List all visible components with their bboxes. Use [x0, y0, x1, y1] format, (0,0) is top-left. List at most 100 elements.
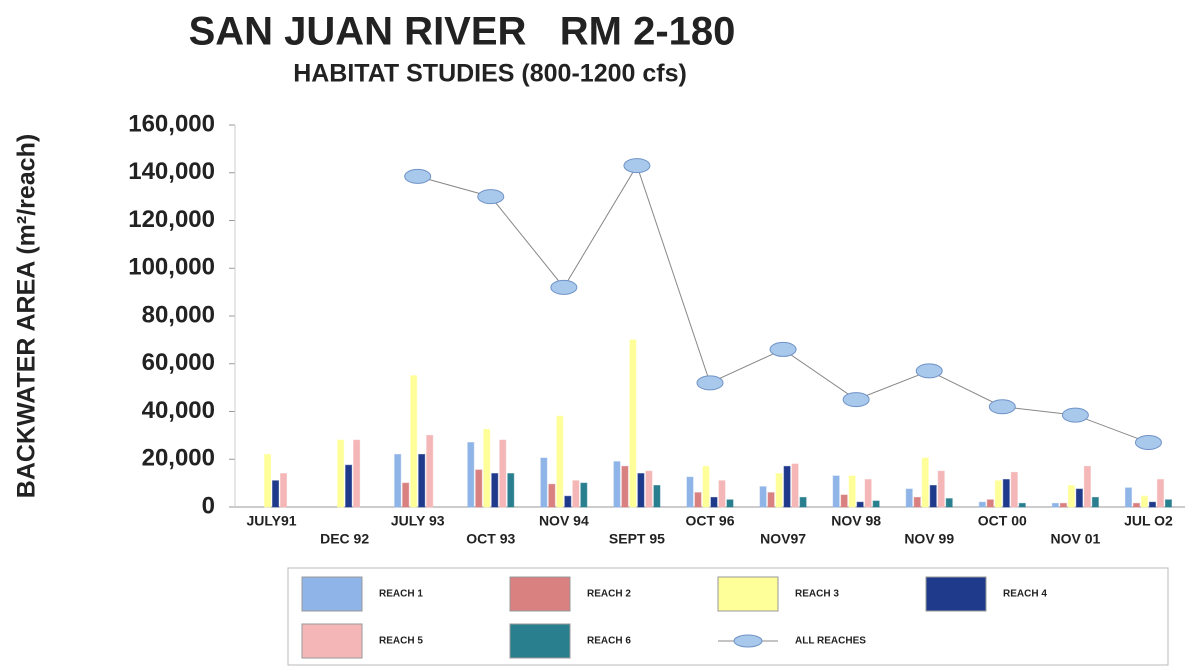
line-marker	[915, 363, 943, 379]
bar	[1018, 502, 1026, 508]
bar	[564, 495, 572, 508]
bar	[840, 494, 848, 508]
bar	[978, 501, 986, 508]
line-marker	[696, 375, 724, 391]
bar	[686, 476, 694, 508]
bar	[1148, 501, 1156, 508]
bar	[483, 428, 491, 508]
y-tick-label: 80,000	[142, 301, 215, 328]
bar	[945, 498, 953, 508]
y-tick-label: 60,000	[142, 349, 215, 376]
bar	[556, 415, 564, 508]
bar	[621, 465, 629, 508]
bar	[410, 375, 418, 508]
bar	[1083, 465, 1091, 508]
bar	[1010, 471, 1018, 508]
bar	[653, 485, 661, 508]
bar	[1164, 499, 1172, 508]
bar	[937, 470, 945, 508]
bar	[986, 499, 994, 508]
legend-swatch	[509, 623, 571, 659]
bar	[272, 480, 280, 508]
bar	[418, 453, 426, 508]
bar	[759, 486, 767, 508]
bar	[426, 434, 434, 508]
legend-label: REACH 1	[379, 589, 423, 600]
x-tick-label: SEPT 95	[609, 531, 665, 547]
bar	[1156, 479, 1164, 508]
bar	[353, 439, 361, 508]
bar	[580, 482, 588, 508]
bar	[921, 457, 929, 508]
line-marker	[1134, 435, 1162, 451]
chart-title: SAN JUAN RIVER RM 2-180	[189, 10, 736, 54]
bar	[791, 463, 799, 508]
y-tick-label: 140,000	[128, 158, 215, 185]
legend-label: REACH 2	[587, 589, 631, 600]
bar	[1091, 496, 1099, 508]
bar	[710, 496, 718, 508]
bar	[540, 457, 548, 508]
bar	[637, 473, 645, 508]
y-tick-label: 20,000	[142, 445, 215, 472]
x-tick-label: JULY91	[246, 513, 296, 529]
bar	[645, 470, 653, 508]
bar	[726, 499, 734, 508]
legend-swatch	[925, 576, 987, 612]
line-marker	[842, 392, 870, 408]
bar	[1059, 502, 1067, 508]
x-tick-label: NOV 98	[831, 513, 881, 529]
line-marker	[477, 189, 505, 205]
y-tick-label: 120,000	[128, 206, 215, 233]
bar	[856, 501, 864, 508]
bar	[1140, 495, 1148, 508]
legend-swatch	[509, 576, 571, 612]
bar	[394, 453, 402, 508]
line-marker	[623, 158, 651, 174]
x-tick-label: NOV 99	[904, 531, 954, 547]
bar	[345, 464, 353, 508]
bar	[491, 473, 499, 508]
bar	[848, 475, 856, 508]
legend-label: ALL REACHES	[795, 636, 866, 647]
legend-swatch	[301, 623, 363, 659]
bar	[864, 479, 872, 508]
bar	[775, 473, 783, 508]
line-marker	[769, 341, 797, 357]
bar	[913, 496, 921, 508]
x-tick-label: DEC 92	[320, 531, 369, 547]
y-tick-label: 100,000	[128, 254, 215, 281]
line-marker	[1061, 407, 1089, 423]
bar	[994, 480, 1002, 508]
bar	[499, 439, 507, 508]
y-tick-label: 40,000	[142, 397, 215, 424]
bar	[402, 482, 410, 508]
legend-swatch	[301, 576, 363, 612]
y-tick-label: 0	[202, 492, 215, 519]
x-tick-label: OCT 93	[466, 531, 515, 547]
line-marker	[550, 279, 578, 295]
bar	[1075, 488, 1083, 508]
bar	[629, 339, 637, 508]
legend-label: REACH 4	[1003, 589, 1047, 600]
bar	[548, 483, 556, 508]
bar	[872, 500, 880, 508]
bar	[280, 473, 288, 508]
x-tick-label: JULY 93	[391, 513, 445, 529]
series-line	[417, 164, 1149, 444]
bar	[905, 488, 913, 508]
bar	[929, 485, 937, 508]
bar	[702, 465, 710, 508]
bar	[694, 492, 702, 508]
bar	[337, 439, 345, 508]
bar	[1002, 479, 1010, 508]
x-tick-label: NOV 94	[539, 513, 589, 529]
bar	[1051, 502, 1059, 508]
x-tick-label: NOV 01	[1050, 531, 1100, 547]
bar	[572, 480, 580, 508]
line-marker	[404, 168, 432, 184]
bar	[467, 442, 475, 508]
bar	[507, 473, 515, 508]
legend-label: REACH 5	[379, 636, 423, 647]
